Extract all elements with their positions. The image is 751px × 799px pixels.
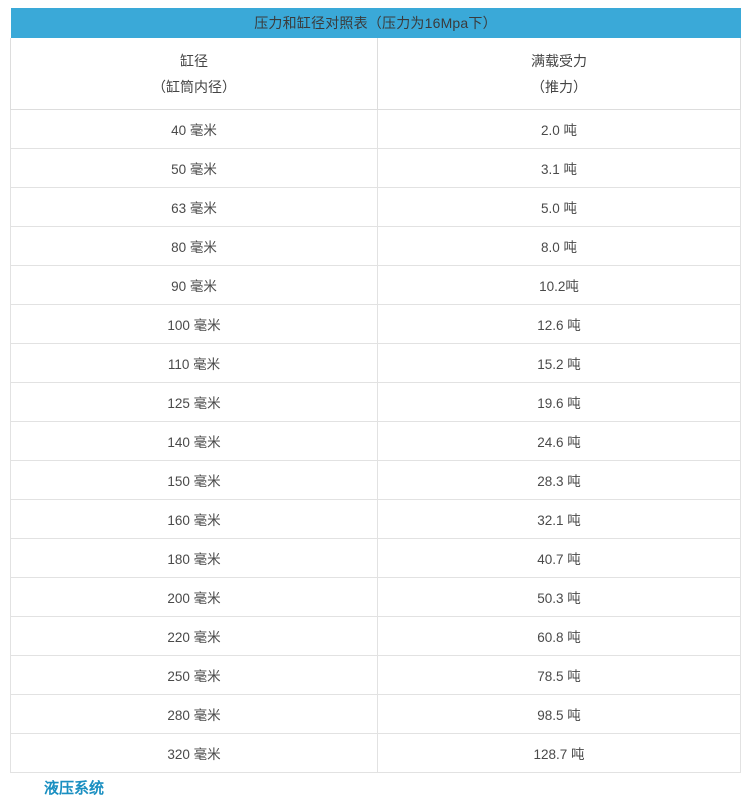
cell-force: 78.5 吨 (376, 655, 742, 695)
table-head: 压力和缸径对照表（压力为16Mpa下） 缸径 （缸筒内径） 满载受力 （推力） (10, 8, 742, 110)
cell-bore: 140 毫米 (10, 421, 378, 461)
column-header-bore-secondary: （缸筒内径） (152, 78, 236, 95)
column-header-bore: 缸径 （缸筒内径） (10, 38, 378, 110)
section-heading-below-table: 液压系统 (44, 780, 105, 797)
cell-bore: 125 毫米 (10, 382, 378, 422)
table-row: 110 毫米 15.2 吨 (10, 343, 742, 383)
cell-bore: 100 毫米 (10, 304, 378, 344)
cell-force: 60.8 吨 (376, 616, 742, 656)
column-header-force-secondary: （推力） (531, 78, 587, 95)
cell-force: 15.2 吨 (376, 343, 742, 383)
cell-force: 24.6 吨 (376, 421, 742, 461)
cell-force: 2.0 吨 (376, 109, 742, 149)
column-header-force: 满载受力 （推力） (376, 38, 742, 110)
table-row: 80 毫米 8.0 吨 (10, 226, 742, 266)
table-row: 200 毫米 50.3 吨 (10, 577, 742, 617)
table-row: 160 毫米 32.1 吨 (10, 499, 742, 539)
table-title-row: 压力和缸径对照表（压力为16Mpa下） (10, 8, 741, 38)
table-row: 280 毫米 98.5 吨 (10, 694, 742, 734)
table-row: 90 毫米 10.2吨 (10, 265, 742, 305)
table-body: 40 毫米 2.0 吨 50 毫米 3.1 吨 63 毫米 5.0 吨 80 毫米 8.0 吨… (10, 109, 742, 773)
cell-bore: 250 毫米 (10, 655, 378, 695)
table-row: 320 毫米 128.7 吨 (10, 733, 742, 773)
table-row: 125 毫米 19.6 吨 (10, 382, 742, 422)
spec-table-container: 压力和缸径对照表（压力为16Mpa下） 缸径 （缸筒内径） 满载受力 （推力） … (10, 8, 742, 773)
table-row: 100 毫米 12.6 吨 (10, 304, 742, 344)
pressure-bore-table: 压力和缸径对照表（压力为16Mpa下） 缸径 （缸筒内径） 满载受力 （推力） … (10, 8, 742, 773)
cell-force: 3.1 吨 (376, 148, 742, 188)
cell-bore: 320 毫米 (10, 733, 378, 773)
cell-bore: 90 毫米 (10, 265, 378, 305)
table-row: 40 毫米 2.0 吨 (10, 109, 742, 149)
cell-bore: 220 毫米 (10, 616, 378, 656)
cell-force: 12.6 吨 (376, 304, 742, 344)
table-row: 220 毫米 60.8 吨 (10, 616, 742, 656)
cell-bore: 160 毫米 (10, 499, 378, 539)
cell-force: 10.2吨 (376, 265, 742, 305)
cell-bore: 40 毫米 (10, 109, 378, 149)
column-header-force-primary: 满载受力 (531, 52, 587, 69)
table-row: 250 毫米 78.5 吨 (10, 655, 742, 695)
table-header-row: 缸径 （缸筒内径） 满载受力 （推力） (10, 38, 742, 110)
table-row: 150 毫米 28.3 吨 (10, 460, 742, 500)
cell-force: 128.7 吨 (376, 733, 742, 773)
cell-bore: 63 毫米 (10, 187, 378, 227)
table-row: 63 毫米 5.0 吨 (10, 187, 742, 227)
cell-bore: 200 毫米 (10, 577, 378, 617)
column-header-bore-primary: 缸径 (180, 52, 208, 69)
table-row: 50 毫米 3.1 吨 (10, 148, 742, 188)
cell-bore: 50 毫米 (10, 148, 378, 188)
cell-force: 98.5 吨 (376, 694, 742, 734)
cell-force: 40.7 吨 (376, 538, 742, 578)
cell-force: 32.1 吨 (376, 499, 742, 539)
table-title: 压力和缸径对照表（压力为16Mpa下） (10, 8, 741, 38)
cell-bore: 150 毫米 (10, 460, 378, 500)
cell-force: 5.0 吨 (376, 187, 742, 227)
table-row: 180 毫米 40.7 吨 (10, 538, 742, 578)
cell-force: 19.6 吨 (376, 382, 742, 422)
cell-bore: 110 毫米 (10, 343, 378, 383)
cell-bore: 80 毫米 (10, 226, 378, 266)
cell-force: 28.3 吨 (376, 460, 742, 500)
table-row: 140 毫米 24.6 吨 (10, 421, 742, 461)
cell-bore: 180 毫米 (10, 538, 378, 578)
cell-bore: 280 毫米 (10, 694, 378, 734)
cell-force: 50.3 吨 (376, 577, 742, 617)
cell-force: 8.0 吨 (376, 226, 742, 266)
